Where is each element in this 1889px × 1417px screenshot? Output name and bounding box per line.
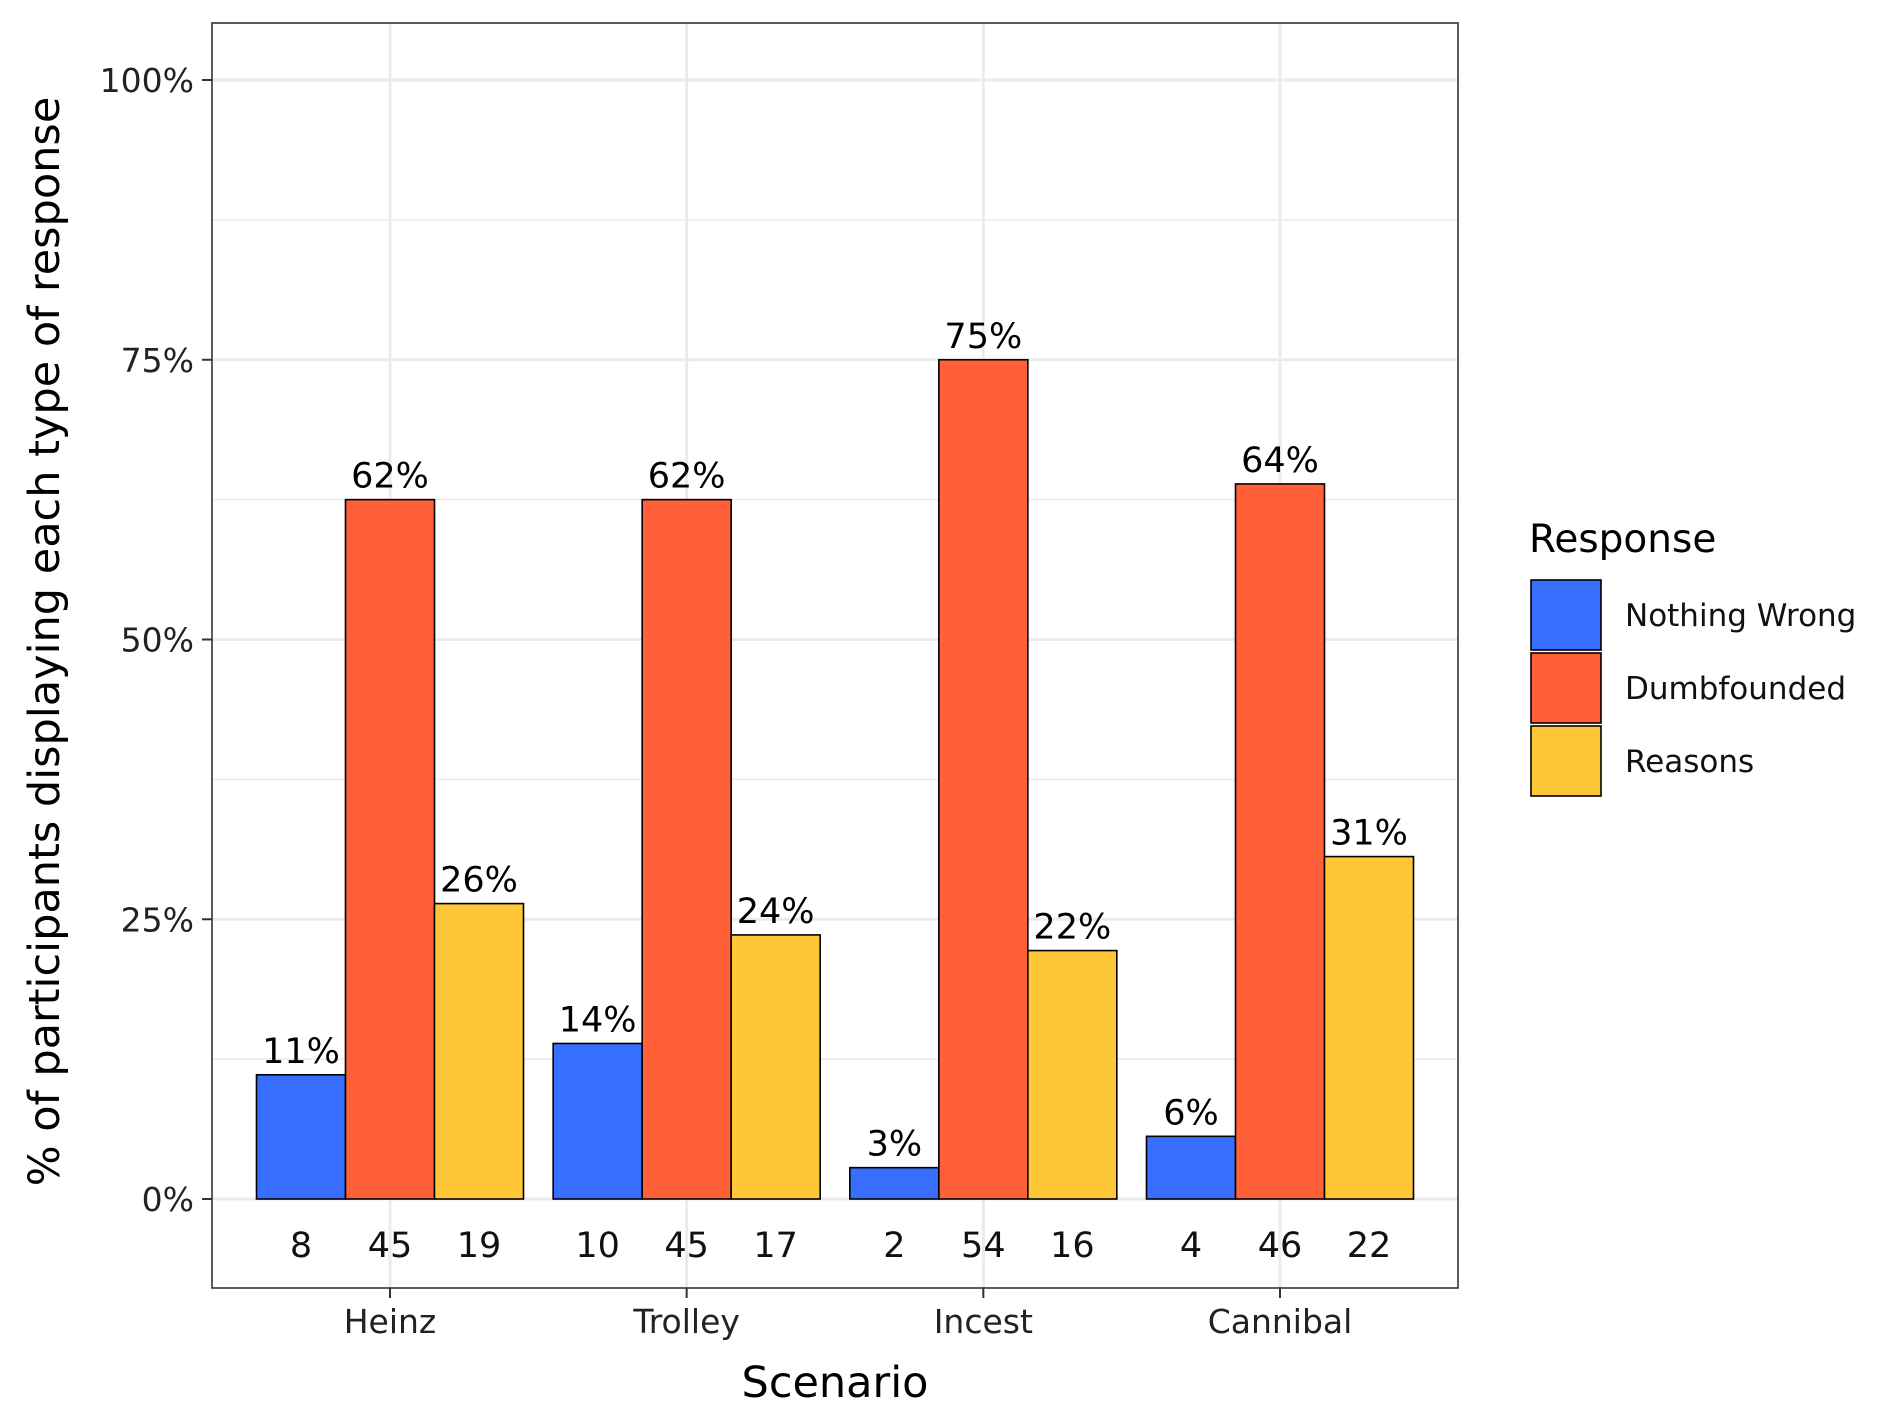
x-tick-label: Incest [934, 1302, 1033, 1341]
legend-key-nothing-wrong [1530, 579, 1602, 651]
bar-nothing-wrong-incest [849, 1166, 940, 1200]
count-label: 45 [368, 1226, 413, 1266]
bar-value-label: 62% [351, 457, 429, 497]
y-tick-label: 50% [121, 621, 194, 660]
count-label: 22 [1347, 1226, 1392, 1266]
count-label: 16 [1050, 1226, 1095, 1266]
bar-nothing-wrong-trolley [552, 1042, 643, 1200]
count-labels: 8 45 19 10 45 17 2 54 16 4 46 22 [290, 1226, 1391, 1266]
x-tick-label: Heinz [344, 1302, 437, 1341]
bar-value-label: 24% [737, 892, 815, 932]
legend-label: Nothing Wrong [1625, 598, 1856, 634]
bar-reasons-heinz [433, 902, 525, 1200]
bar-value-label: 26% [440, 861, 518, 901]
bar-value-label: 75% [944, 317, 1022, 357]
y-tick-label: 75% [121, 341, 194, 380]
bar-value-label: 62% [648, 457, 726, 497]
y-tick-label: 25% [121, 900, 194, 939]
count-label: 19 [457, 1226, 502, 1266]
bar-value-label: 11% [262, 1032, 340, 1072]
bar-value-label: 3% [867, 1125, 923, 1165]
bar-value-labels: 11% 62% 26% 14% 62% 24% 3% 75% 22% 6% 64% 31% [262, 317, 1408, 1165]
bar-reasons-trolley [730, 934, 821, 1200]
bar-value-label: 31% [1330, 814, 1408, 854]
count-label: 4 [1180, 1226, 1202, 1266]
y-axis: 0% 25% 50% 75% 100% [100, 61, 212, 1219]
bar-reasons-cannibal [1323, 855, 1415, 1200]
bar-reasons-incest [1027, 949, 1118, 1200]
y-tick-label: 0% [142, 1180, 194, 1219]
count-label: 46 [1258, 1226, 1303, 1266]
count-label: 17 [753, 1226, 798, 1266]
bar-dumbfounded-heinz [344, 498, 436, 1200]
bar-value-label: 64% [1241, 441, 1319, 481]
legend-key-dumbfounded [1530, 652, 1602, 724]
bar-dumbfounded-trolley [641, 498, 732, 1200]
x-axis: Heinz Trolley Incest Cannibal [344, 1288, 1353, 1341]
legend-key-reasons [1530, 725, 1602, 797]
y-axis-title: % of participants displaying each type o… [20, 97, 70, 1187]
bar-dumbfounded-incest [938, 358, 1029, 1200]
legend-label: Dumbfounded [1625, 671, 1846, 707]
bar-value-label: 14% [559, 1000, 637, 1040]
bar-value-label: 6% [1163, 1093, 1219, 1133]
count-label: 54 [961, 1226, 1006, 1266]
bars [255, 358, 1415, 1200]
plot-panel-border [211, 22, 1459, 1289]
x-tick-label: Cannibal [1208, 1302, 1353, 1341]
legend-title: Response [1529, 517, 1716, 562]
y-tick-label: 100% [100, 61, 194, 100]
count-label: 10 [575, 1226, 620, 1266]
legend: Response Nothing Wrong Dumbfounded Reasons [1529, 517, 1856, 797]
bar-dumbfounded-cannibal [1234, 483, 1326, 1200]
x-axis-title: Scenario [742, 1358, 929, 1408]
legend-label: Reasons [1625, 744, 1754, 780]
count-label: 8 [290, 1226, 312, 1266]
bar-nothing-wrong-cannibal [1145, 1135, 1237, 1200]
x-tick-label: Trolley [632, 1302, 740, 1341]
count-label: 45 [664, 1226, 709, 1266]
bar-nothing-wrong-heinz [255, 1073, 347, 1200]
count-label: 2 [883, 1226, 905, 1266]
bar-value-label: 22% [1033, 908, 1111, 948]
